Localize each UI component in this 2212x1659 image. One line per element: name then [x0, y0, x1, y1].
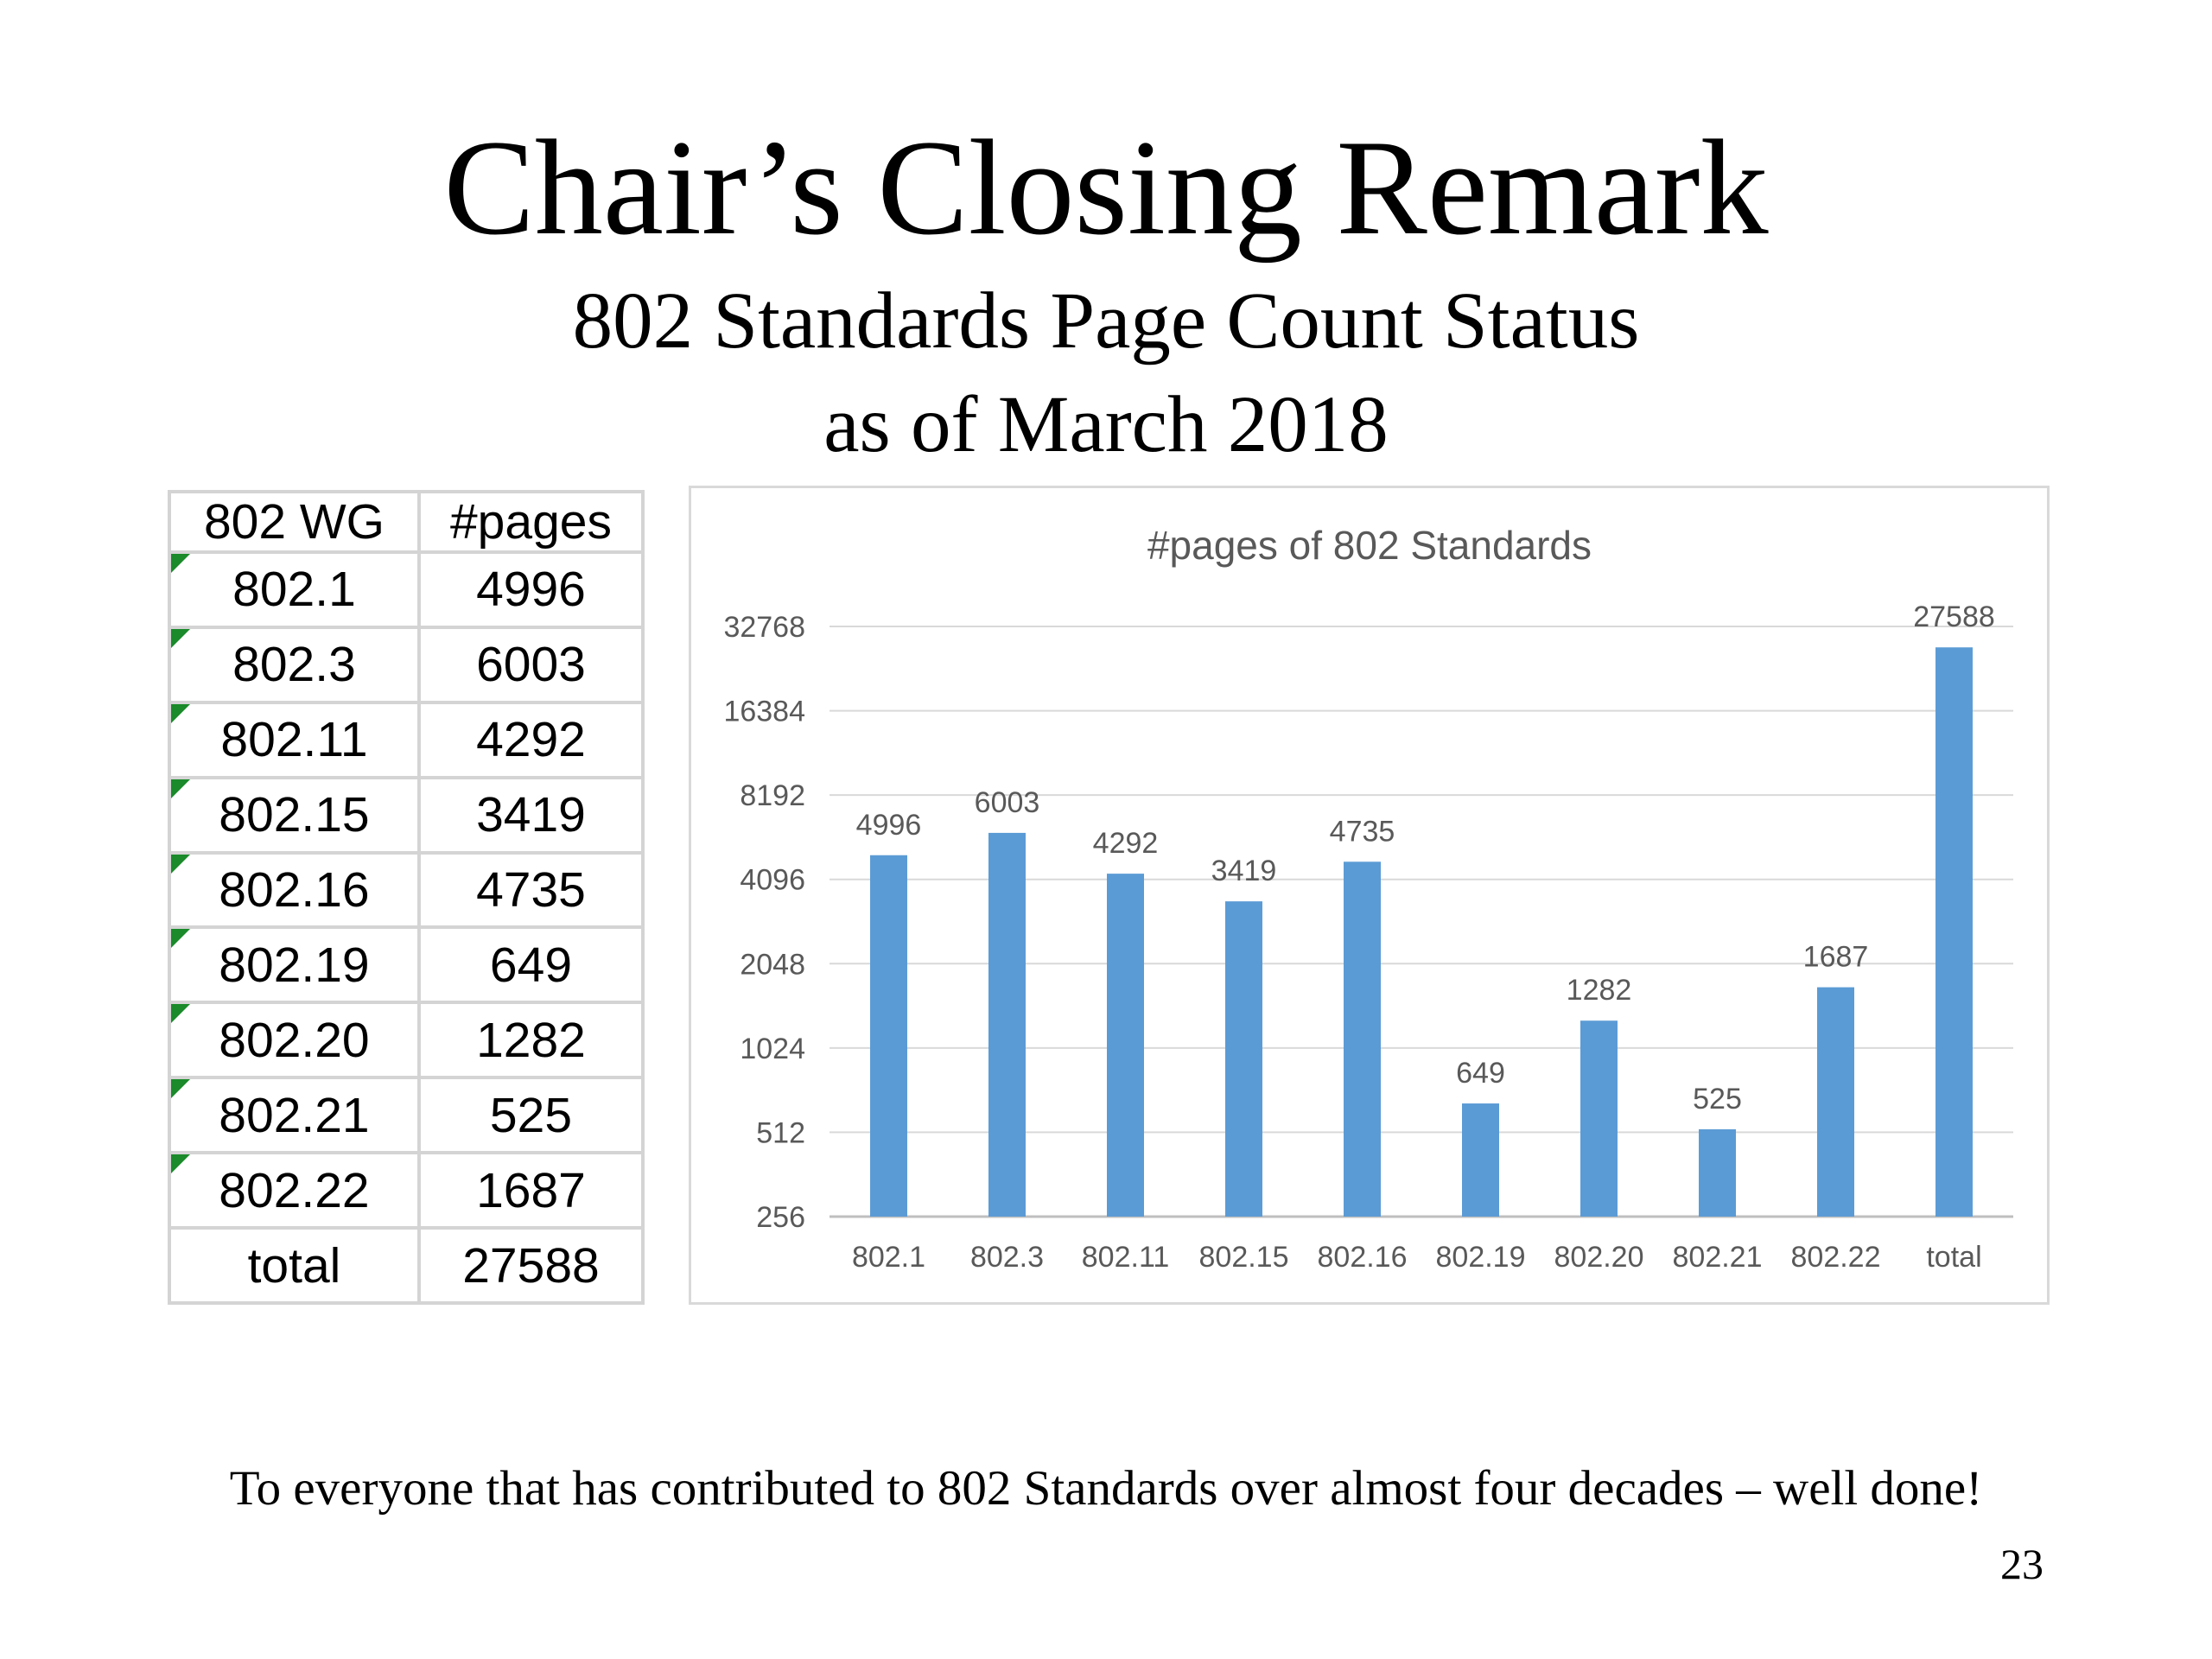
chart-title: #pages of 802 Standards — [1147, 523, 1592, 568]
bar — [1344, 861, 1381, 1217]
page-count-table: 802 WG #pages 802.1 4996 802.3 6003 802.… — [168, 490, 645, 1305]
table-row: 802.11 4292 — [168, 700, 645, 779]
slide-subtitle-line1: 802 Standards Page Count Status — [572, 276, 1640, 365]
table-row: 802.19 649 — [168, 925, 645, 1005]
bar — [1107, 874, 1144, 1217]
bar — [1817, 987, 1854, 1217]
bar — [988, 832, 1026, 1217]
table-row: 802.1 4996 — [168, 550, 645, 629]
bar — [1936, 647, 1973, 1217]
table-row: 802.3 6003 — [168, 625, 645, 704]
cell-wg: 802.3 — [168, 625, 421, 704]
x-tick-label: 802.20 — [1554, 1241, 1644, 1274]
cell-pages: 4996 — [416, 550, 645, 629]
table-row: 802.16 4735 — [168, 850, 645, 930]
data-labels: 4996 6003 4292 3419 4735 649 1282 525 1687 27588 — [856, 601, 1995, 1116]
data-label: 4735 — [1330, 815, 1395, 848]
cell-total-pages: 27588 — [416, 1226, 645, 1305]
data-label: 4292 — [1093, 827, 1159, 860]
bar — [1699, 1128, 1736, 1217]
x-axis-ticks: 802.1 802.3 802.11 802.15 802.16 802.19 802.20… — [852, 1241, 1982, 1274]
x-tick-label: 802.22 — [1791, 1241, 1881, 1274]
x-tick-label: 802.15 — [1199, 1241, 1289, 1274]
slide-title: Chair’s Closing Remark — [443, 112, 1769, 264]
y-tick-label: 4096 — [740, 864, 805, 897]
bars — [870, 647, 1973, 1217]
header-pages: #pages — [416, 490, 645, 554]
cell-pages: 6003 — [416, 625, 645, 704]
cell-total-label: total — [168, 1226, 421, 1305]
header-wg: 802 WG — [168, 490, 421, 554]
cell-pages: 1687 — [416, 1151, 645, 1230]
x-tick-label: total — [1926, 1241, 1981, 1274]
table-row: 802.22 1687 — [168, 1151, 645, 1230]
table-row: 802.15 3419 — [168, 775, 645, 855]
cell-pages: 525 — [416, 1076, 645, 1155]
cell-wg: 802.16 — [168, 850, 421, 930]
cell-wg: 802.22 — [168, 1151, 421, 1230]
slide-subtitle-line2: as of March 2018 — [823, 380, 1389, 469]
data-label: 4996 — [856, 809, 922, 842]
x-tick-label: 802.1 — [852, 1241, 925, 1274]
table-row-total: total 27588 — [168, 1226, 645, 1305]
cell-pages: 649 — [416, 925, 645, 1005]
cell-wg: 802.11 — [168, 700, 421, 779]
y-tick-label: 1024 — [740, 1033, 805, 1065]
cell-wg: 802.15 — [168, 775, 421, 855]
data-label: 1282 — [1567, 974, 1632, 1007]
bar — [1225, 901, 1262, 1217]
cell-pages: 4735 — [416, 850, 645, 930]
cell-pages: 4292 — [416, 700, 645, 779]
table-row: 802.21 525 — [168, 1076, 645, 1155]
table-row: 802.20 1282 — [168, 1001, 645, 1080]
pages-table: 802 WG #pages 802.1 4996 802.3 6003 802.… — [168, 490, 645, 1305]
y-tick-label: 512 — [756, 1116, 805, 1149]
cell-wg: 802.21 — [168, 1076, 421, 1155]
x-tick-label: 802.16 — [1318, 1241, 1408, 1274]
data-label: 1687 — [1803, 941, 1869, 974]
bar — [870, 855, 907, 1217]
cell-pages: 3419 — [416, 775, 645, 855]
bar — [1580, 1020, 1618, 1217]
cell-wg: 802.19 — [168, 925, 421, 1005]
y-tick-label: 2048 — [740, 948, 805, 981]
cell-pages: 1282 — [416, 1001, 645, 1080]
y-tick-label: 32768 — [723, 611, 805, 644]
cell-wg: 802.20 — [168, 1001, 421, 1080]
cell-wg: 802.1 — [168, 550, 421, 629]
y-axis-ticks: 256 512 1024 2048 4096 8192 16384 32768 — [723, 611, 805, 1234]
y-tick-label: 8192 — [740, 779, 805, 812]
gridlines — [830, 626, 2013, 1218]
data-label: 27588 — [1913, 601, 1995, 633]
x-tick-label: 802.3 — [970, 1241, 1044, 1274]
y-tick-label: 256 — [756, 1201, 805, 1234]
bar-chart: #pages of 802 Standards 256 512 1024 2048 40… — [689, 486, 2050, 1305]
chart-svg: #pages of 802 Standards 256 512 1024 2048 40… — [723, 523, 2013, 1274]
x-tick-label: 802.11 — [1082, 1241, 1169, 1274]
page-number: 23 — [2000, 1540, 2044, 1588]
y-tick-label: 16384 — [723, 696, 805, 728]
x-tick-label: 802.19 — [1436, 1241, 1526, 1274]
data-label: 6003 — [975, 786, 1040, 819]
bar — [1462, 1103, 1499, 1217]
data-label: 3419 — [1211, 855, 1277, 887]
footer-message: To everyone that has contributed to 802 … — [229, 1461, 1983, 1516]
data-label: 525 — [1693, 1083, 1742, 1116]
x-tick-label: 802.21 — [1673, 1241, 1763, 1274]
table-header-row: 802 WG #pages — [168, 490, 645, 554]
data-label: 649 — [1456, 1057, 1505, 1090]
